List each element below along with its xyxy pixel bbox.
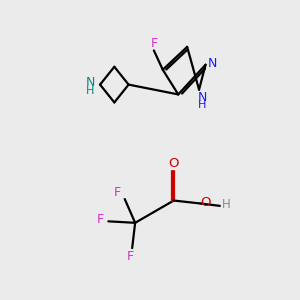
Text: H: H: [198, 100, 206, 110]
Text: F: F: [97, 213, 104, 226]
Text: N: N: [197, 92, 207, 104]
Text: F: F: [150, 37, 158, 50]
Text: O: O: [201, 196, 211, 208]
Text: F: F: [127, 250, 134, 263]
Text: N: N: [207, 57, 217, 70]
Text: H: H: [221, 198, 230, 211]
Text: N: N: [86, 76, 95, 89]
Text: H: H: [86, 85, 95, 96]
Text: O: O: [169, 157, 179, 170]
Text: F: F: [114, 186, 121, 199]
